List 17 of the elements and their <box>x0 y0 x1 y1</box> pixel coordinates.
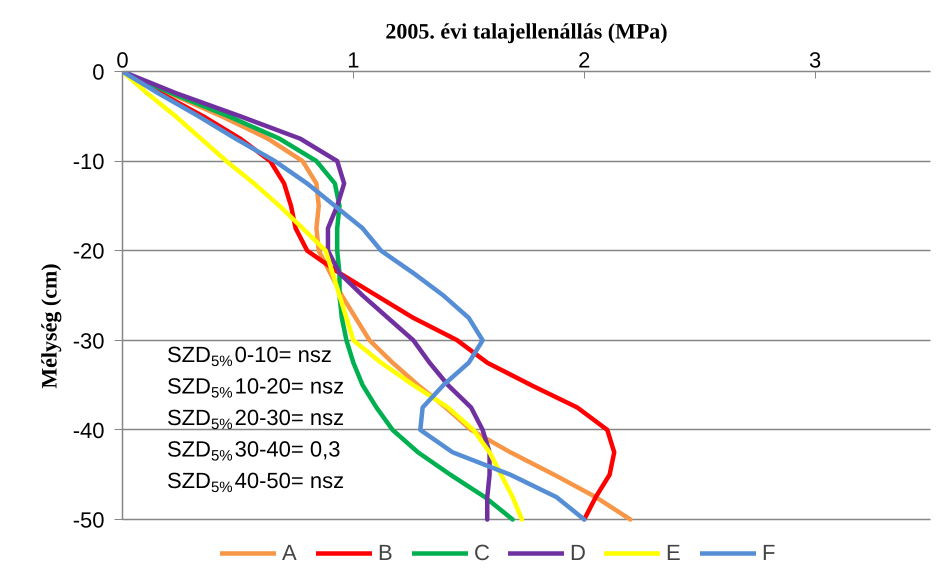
legend-label: B <box>378 540 394 566</box>
y-tick-label: -50 <box>72 508 104 532</box>
chart-title: 2005. évi talajellenállás (MPa) <box>385 18 668 44</box>
x-tick-label: 0 <box>116 48 129 72</box>
y-tick-label: -10 <box>72 149 104 174</box>
legend-label: F <box>762 540 776 566</box>
x-tick-label: 3 <box>808 48 822 72</box>
y-axis-title: Mélység (cm) <box>36 263 62 389</box>
legend-label: A <box>282 540 298 566</box>
y-tick-label: -20 <box>72 238 104 264</box>
x-tick-label: 1 <box>347 48 360 72</box>
legend-label: E <box>666 540 682 566</box>
y-tick-label: -40 <box>72 418 104 443</box>
legend-label: D <box>570 540 587 566</box>
legend-label: C <box>474 540 491 566</box>
x-tick-label: 2 <box>578 48 590 72</box>
y-tick-label: -30 <box>72 328 104 354</box>
